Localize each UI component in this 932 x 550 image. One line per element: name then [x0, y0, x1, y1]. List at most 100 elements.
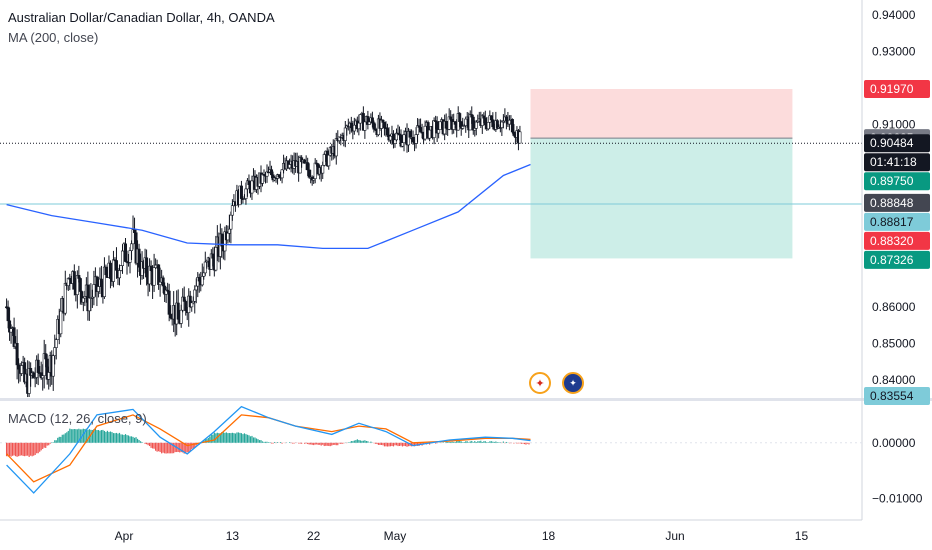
candle-body: [167, 290, 171, 315]
symbol-title[interactable]: Australian Dollar/Canadian Dollar, 4h, O…: [8, 10, 275, 25]
candle-body: [36, 359, 40, 373]
time-tick-label: 22: [307, 529, 321, 543]
candle-body: [518, 131, 522, 144]
price-tag-bg: [864, 153, 930, 172]
candle-body: [75, 275, 79, 295]
candle-body: [250, 180, 254, 194]
candle-body: [449, 116, 453, 120]
candle-body: [510, 119, 514, 133]
price-tag-bg: [864, 212, 930, 231]
candle-body: [343, 127, 347, 141]
candle-body: [200, 276, 204, 286]
candle-body: [352, 124, 356, 132]
ma-200-line: [6, 163, 531, 250]
pane-separator: [0, 398, 932, 401]
candle-body: [327, 154, 331, 167]
candle-body: [6, 306, 10, 322]
southern-cross-icon: ✦: [569, 377, 577, 388]
candle-body: [59, 310, 63, 335]
candle-body: [261, 174, 265, 184]
price-tag-label: 0.88320: [870, 234, 914, 248]
candle-body: [370, 117, 374, 123]
candle-body: [358, 114, 362, 124]
candle-body: [120, 250, 124, 266]
candle-body: [152, 267, 156, 286]
candle-body: [437, 129, 441, 134]
candle-body: [464, 118, 468, 126]
candle-body: [197, 277, 201, 282]
price-tag-label: 0.89750: [870, 174, 914, 188]
candle-body: [363, 121, 367, 131]
candle-body: [401, 142, 405, 147]
candle-body: [385, 128, 389, 136]
candle-body: [41, 375, 45, 379]
candle-body: [226, 232, 230, 241]
candle-body: [483, 117, 487, 126]
price-tag-label: 01:41:18: [870, 155, 917, 169]
australia-flag-icon[interactable]: ✦: [562, 372, 584, 394]
price-tag-bg: [864, 231, 930, 250]
time-tick-label: May: [384, 529, 407, 543]
candle-body: [486, 121, 490, 130]
macd-tick-label: 0.00000: [872, 436, 916, 450]
ma-legend[interactable]: MA (200, close): [8, 30, 99, 45]
price-tick-label: 0.94000: [872, 8, 916, 22]
candle-body: [77, 275, 81, 279]
candle-body: [419, 127, 423, 133]
candle-body: [44, 353, 48, 360]
candle-body: [203, 261, 207, 274]
price-tag-bg: [864, 80, 930, 99]
candle-body: [322, 154, 326, 166]
price-tag-bg: [864, 172, 930, 191]
price-tag-label: 0.91970: [870, 82, 914, 96]
time-tick-label: Apr: [115, 529, 134, 543]
candle-body: [102, 266, 106, 297]
candle-body: [381, 119, 385, 123]
candle-body: [184, 301, 188, 312]
candle-body: [108, 262, 112, 279]
candle-body: [247, 180, 251, 185]
time-tick-label: 13: [226, 529, 240, 543]
candle-body: [128, 250, 132, 263]
candle-body: [474, 121, 478, 129]
price-tick-label: 0.91000: [872, 117, 916, 131]
candle-body: [137, 248, 141, 268]
candle-body: [145, 257, 149, 278]
candle-body: [92, 284, 96, 298]
candle-body: [130, 243, 134, 251]
candle-body: [482, 115, 486, 119]
candle-body: [124, 243, 128, 262]
candle-body: [438, 121, 442, 130]
candle-body: [265, 171, 269, 177]
candle-body: [17, 364, 21, 370]
candle-body: [211, 253, 215, 259]
candle-body: [277, 174, 281, 178]
time-tick-label: 15: [795, 529, 809, 543]
macd-line: [6, 405, 531, 494]
candle-body: [230, 205, 234, 216]
price-tick-label: 0.93000: [872, 44, 916, 58]
candle-body: [51, 355, 55, 377]
candle-body: [307, 169, 311, 178]
macd-legend[interactable]: MACD (12, 26, close, 9): [8, 411, 147, 426]
candle-body: [313, 162, 317, 179]
price-tag-bg: [864, 387, 930, 406]
candle-body: [63, 282, 67, 314]
price-tag-label: 0.88848: [870, 196, 914, 210]
candle-body: [470, 114, 474, 118]
candle-body: [32, 372, 36, 378]
candle-body: [157, 264, 161, 285]
time-tick-label: 18: [542, 529, 556, 543]
candle-body: [393, 139, 397, 144]
stop-loss-zone: [530, 89, 793, 139]
candle-body: [111, 259, 115, 282]
candle-body: [229, 214, 233, 230]
candle-body: [491, 119, 495, 128]
candle-body: [114, 260, 118, 271]
canada-flag-icon[interactable]: ✦: [529, 372, 551, 394]
candle-body: [158, 281, 162, 285]
candle-body: [214, 247, 218, 271]
candle-body: [15, 343, 19, 366]
candle-body: [161, 277, 165, 287]
